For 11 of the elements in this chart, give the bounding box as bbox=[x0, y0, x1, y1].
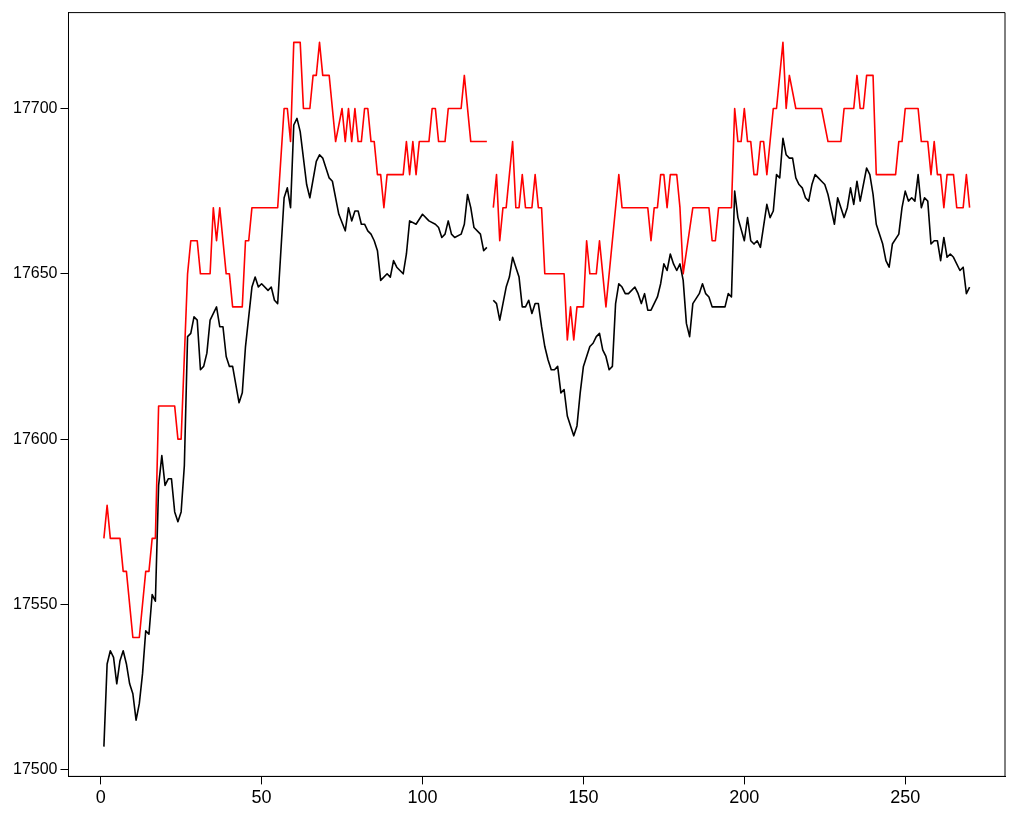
x-tick-label: 0 bbox=[95, 787, 106, 808]
y-tick-label: 17600 bbox=[12, 429, 58, 447]
x-tick-label: 200 bbox=[729, 787, 760, 808]
x-tick-label: 250 bbox=[890, 787, 921, 808]
y-tick-label: 17700 bbox=[12, 98, 58, 116]
x-tick-label: 100 bbox=[407, 787, 438, 808]
x-tick-label: 50 bbox=[251, 787, 272, 808]
x-tick-label: 150 bbox=[568, 787, 599, 808]
y-tick-label: 17500 bbox=[12, 760, 58, 778]
y-tick-label: 17550 bbox=[12, 594, 58, 612]
y-tick-label: 17650 bbox=[12, 264, 58, 282]
